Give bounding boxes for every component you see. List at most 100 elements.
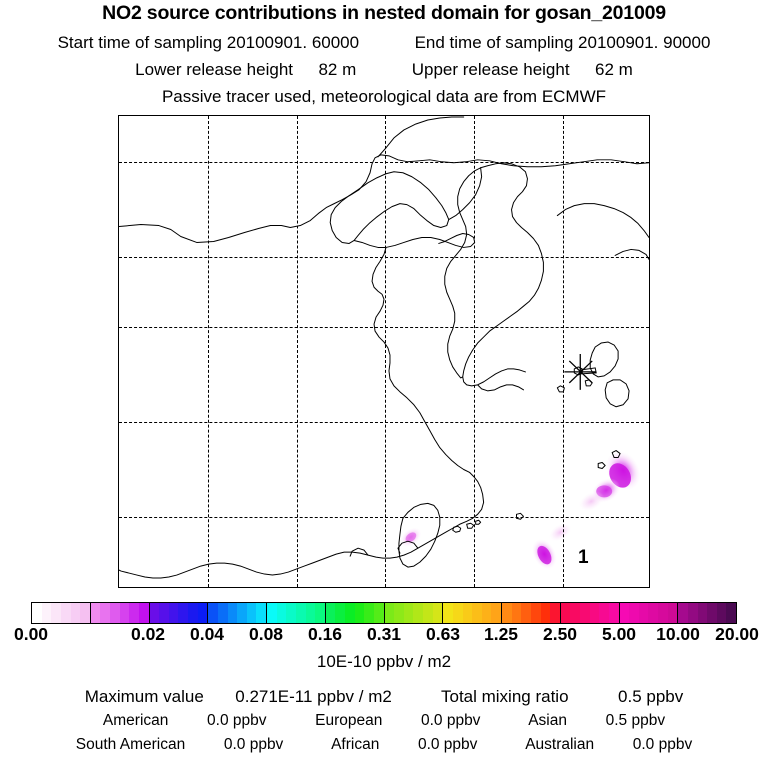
total-mixing-ratio-label: Total mixing ratio	[440, 687, 569, 706]
colorbar-step	[70, 603, 81, 623]
colorbar-step	[394, 603, 404, 623]
coast-shandong	[353, 233, 476, 248]
graticule	[119, 116, 649, 587]
colorbar-step	[354, 603, 365, 623]
start-time-value: 20100901. 60000	[226, 33, 360, 52]
colorbar-step	[138, 603, 149, 623]
upper-release-height-label: Upper release height	[411, 60, 570, 79]
colorbar-step	[560, 603, 571, 623]
colorbar-tick-label: 10.00	[656, 624, 700, 644]
colorbar-tick-label: 0.31	[366, 624, 402, 644]
total-mixing-ratio-value: 0.5 ppbv	[618, 687, 684, 706]
map-panel: 1	[118, 115, 650, 588]
island-ryukyu-2	[466, 522, 475, 529]
gridline-horizontal	[119, 422, 649, 423]
island-ryukyu-1	[452, 525, 462, 533]
colorbar-step	[619, 603, 630, 623]
colorbar-step	[41, 603, 52, 623]
contribution-label: American	[102, 712, 169, 729]
gridline-vertical	[208, 116, 209, 587]
colorbar-step	[129, 603, 139, 623]
colorbar-step	[256, 603, 266, 623]
gridline-vertical	[474, 116, 475, 587]
concentration-field	[400, 450, 641, 570]
colorbar-segment	[619, 603, 679, 623]
colorbar-segment	[208, 603, 267, 623]
colorbar-tick-labels: 0.00 0.02 0.04 0.08 0.16 0.31 0.63 1.25 2.50 5.00…	[0, 624, 768, 646]
colorbar-tick-label: 1.25	[483, 624, 519, 644]
contribution-label: Asian	[528, 712, 567, 729]
colorbar-step	[678, 603, 688, 623]
colorbar-step	[432, 603, 443, 623]
colorbar-container	[31, 602, 737, 624]
colorbar-tick-label: 20.00	[715, 624, 759, 644]
coast-korea-bay	[448, 167, 483, 221]
gridline-vertical	[563, 116, 564, 587]
colorbar-step	[589, 603, 600, 623]
colorbar-step	[726, 603, 736, 623]
contribution-label: European	[315, 712, 383, 729]
plume-east	[578, 450, 641, 512]
colorbar-step	[51, 603, 61, 623]
colorbar-step	[638, 603, 649, 623]
colorbar-step	[658, 603, 668, 623]
end-time-value: 20100901. 90000	[578, 33, 711, 52]
plume-south	[532, 522, 573, 570]
colorbar-step	[295, 603, 306, 623]
map-corner-label: 1	[578, 547, 589, 568]
coast-south-bay2	[349, 547, 369, 557]
colorbar-step	[716, 603, 727, 623]
colorbar-step	[90, 603, 101, 623]
colorbar-step	[403, 603, 414, 623]
coast-korea-south-detail	[477, 384, 524, 392]
contribution-label: African	[331, 736, 380, 753]
colorbar-step	[462, 603, 473, 623]
colorbar-step	[599, 603, 609, 623]
coast-yellowsea-west	[371, 246, 471, 473]
colorbar-segment	[502, 603, 561, 623]
colorbar-segment	[560, 603, 620, 623]
colorbar-step	[305, 603, 316, 623]
colorbar-step	[149, 603, 160, 623]
asterisk-icon	[564, 353, 597, 390]
colorbar-step	[345, 603, 355, 623]
colorbar-step	[237, 603, 247, 623]
colorbar-step	[100, 603, 110, 623]
colorbar-step	[80, 603, 90, 623]
colorbar-tick-label: 0.08	[248, 624, 284, 644]
colorbar-step	[550, 603, 560, 623]
coast-japan-west	[556, 203, 649, 238]
contribution-value: 0.0 ppbv	[420, 712, 481, 729]
colorbar-step	[364, 603, 374, 623]
colorbar-step	[687, 603, 698, 623]
coast-northeast	[377, 116, 465, 158]
island-ryukyu-3	[475, 519, 482, 525]
colorbar-step	[570, 603, 580, 623]
colorbar-segment	[678, 603, 736, 623]
coast-taiwan	[398, 502, 441, 568]
colorbar-step	[511, 603, 522, 623]
colorbar-step	[197, 603, 208, 623]
colorbar-step	[119, 603, 130, 623]
colorbar-step	[325, 603, 336, 623]
gridline-vertical	[297, 116, 298, 587]
colorbar-tick-label: 0.02	[130, 624, 166, 644]
contribution-value: 0.0 ppbv	[223, 736, 284, 753]
colorbar-step	[443, 603, 453, 623]
colorbar-step	[60, 603, 71, 623]
colorbar-step	[159, 603, 169, 623]
colorbar-step	[452, 603, 463, 623]
colorbar-segment	[90, 603, 150, 623]
colorbar-step	[521, 603, 531, 623]
coast-korea-west	[444, 167, 482, 379]
contribution-row: American 0.0 ppbv European 0.0 ppbv Asia…	[0, 712, 768, 730]
colorbar-step	[530, 603, 541, 623]
end-time-label: End time of sampling	[414, 33, 574, 52]
colorbar-segment	[32, 603, 91, 623]
coast-southeast-china	[119, 471, 485, 579]
colorbar-step	[648, 603, 658, 623]
colorbar-step	[217, 603, 228, 623]
colorbar-tick-label: 5.00	[601, 624, 637, 644]
sampling-time-row: Start time of sampling 20100901. 60000 E…	[0, 33, 768, 53]
contribution-label: Australian	[525, 736, 595, 753]
